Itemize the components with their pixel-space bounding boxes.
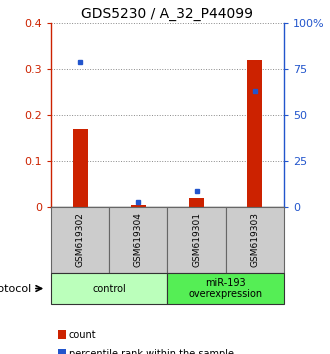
Text: GSM619303: GSM619303 (250, 212, 259, 267)
Text: miR-193
overexpression: miR-193 overexpression (188, 278, 263, 299)
Title: GDS5230 / A_32_P44099: GDS5230 / A_32_P44099 (82, 7, 253, 21)
Text: GSM619301: GSM619301 (192, 212, 201, 267)
Bar (189, 198, 204, 207)
Text: GSM619304: GSM619304 (134, 212, 143, 267)
Bar (248, 60, 262, 207)
Text: protocol: protocol (0, 284, 31, 293)
Text: control: control (92, 284, 126, 293)
Text: percentile rank within the sample: percentile rank within the sample (69, 349, 234, 354)
Text: count: count (69, 330, 96, 339)
Text: GSM619302: GSM619302 (76, 212, 85, 267)
Bar (131, 205, 146, 207)
Bar (73, 129, 87, 207)
